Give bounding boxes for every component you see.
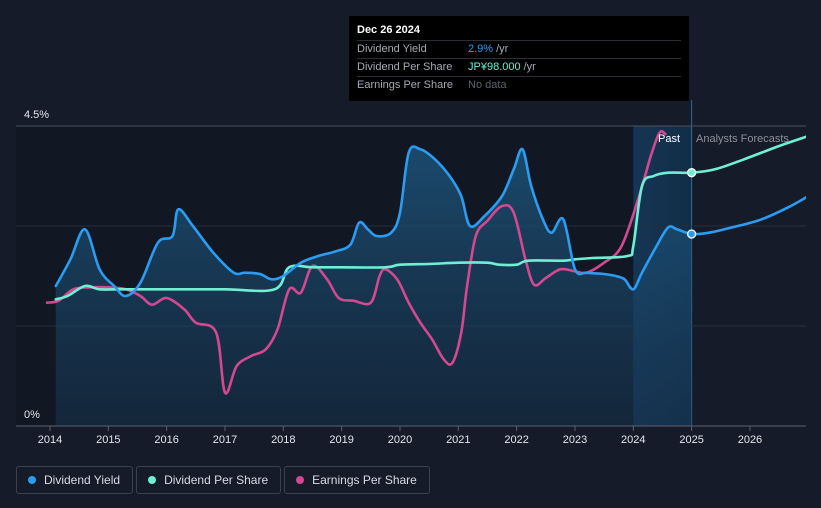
dividend-per-share-line (54, 135, 806, 301)
dividend-yield-area (55, 146, 692, 427)
forecast-region-label: Analysts Forecasts (696, 133, 789, 145)
legend-dot-icon (148, 476, 157, 484)
hover-tooltip: Dec 26 2024 Dividend Yield 2.9% /yr Divi… (349, 16, 689, 101)
tooltip-label: Earnings Per Share (357, 79, 453, 91)
x-tick-label: 2014 (38, 434, 62, 446)
tooltip-value: No data (468, 79, 507, 91)
legend-dot-icon (28, 476, 36, 484)
tooltip-unit: /yr (496, 43, 509, 55)
x-tick-label: 2026 (738, 434, 762, 446)
legend-label: Earnings Per Share (312, 473, 417, 487)
x-tick-label: 2018 (271, 434, 295, 446)
y-tick-label-top: 4.5% (24, 109, 49, 121)
x-tick-label: 2017 (213, 434, 237, 446)
x-tick-label: 2016 (154, 434, 178, 446)
earnings-per-share-line (45, 130, 667, 395)
series-lines (45, 130, 806, 395)
dividend-yield-line (54, 145, 806, 298)
tooltip-row-dividend-yield: Dividend Yield 2.9% /yr (357, 40, 681, 58)
x-tick-label: 2022 (504, 434, 528, 446)
legend-dividend-per-share[interactable]: Dividend Per Share (136, 466, 282, 494)
legend-dot-icon (296, 476, 305, 484)
x-tick-label: 2024 (621, 434, 645, 446)
x-tick-label: 2019 (329, 434, 353, 446)
chart-legend: Dividend Yield Dividend Per Share Earnin… (16, 466, 430, 494)
x-tick-label: 2021 (446, 434, 470, 446)
legend-earnings-per-share[interactable]: Earnings Per Share (284, 466, 430, 494)
x-tick-label: 2025 (679, 434, 703, 446)
series-markers (686, 168, 697, 239)
tooltip-row-dividend-per-share: Dividend Per Share JP¥98.000 /yr (357, 58, 681, 76)
tooltip-value: 2.9% (468, 43, 494, 55)
past-region-label: Past (658, 133, 680, 145)
y-tick-label-bottom: 0% (24, 409, 40, 421)
legend-label: Dividend Yield (44, 473, 121, 487)
tooltip-date: Dec 26 2024 (357, 24, 420, 36)
tooltip-unit: /yr (523, 61, 536, 73)
x-axis: 2014 2015 2016 2017 2018 2019 2020 2021 2022 2023… (16, 425, 806, 446)
tooltip-value: JP¥98.000 (468, 61, 521, 73)
legend-dividend-yield[interactable]: Dividend Yield (16, 466, 134, 494)
dividend-per-share-marker (686, 168, 697, 178)
tooltip-label: Dividend Per Share (357, 61, 453, 73)
dividend-yield-area-fill (55, 146, 692, 427)
tooltip-row-earnings-per-share: Earnings Per Share No data (357, 76, 681, 94)
x-tick-label: 2023 (563, 434, 587, 446)
tooltip-label: Dividend Yield (357, 43, 427, 55)
x-tick-label: 2020 (388, 434, 412, 446)
legend-label: Dividend Per Share (164, 473, 269, 487)
x-tick-label: 2015 (96, 434, 120, 446)
dividend-yield-marker (686, 229, 697, 239)
